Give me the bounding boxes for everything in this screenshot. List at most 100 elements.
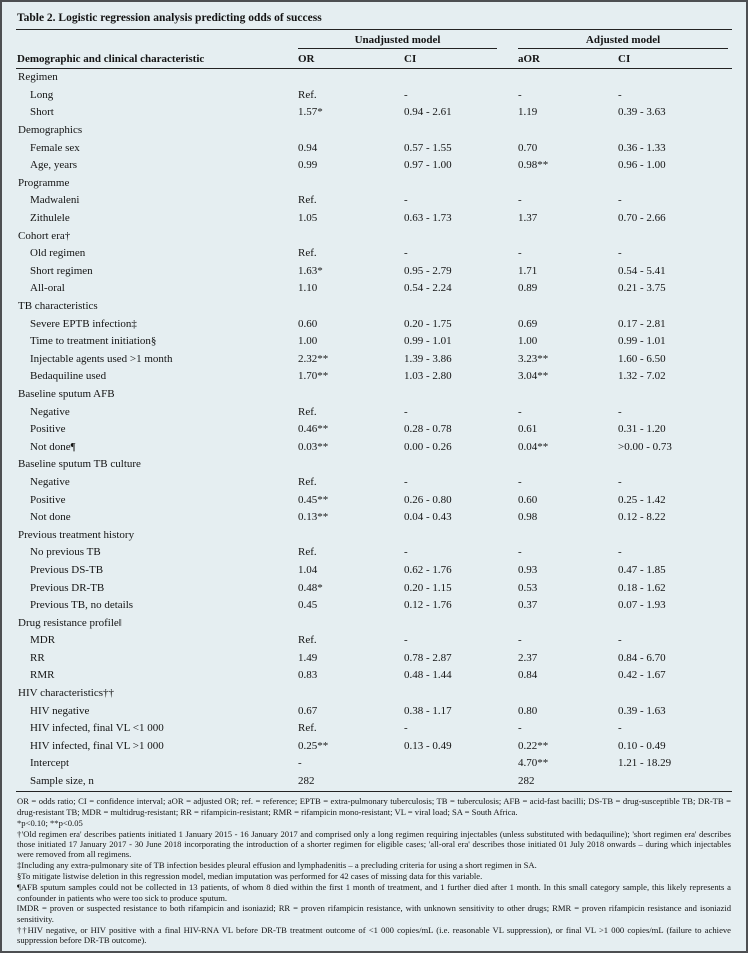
row-label: Previous TB, no details [30, 599, 134, 612]
group-header-adjusted: Adjusted model [518, 34, 729, 49]
cell-or: 1.70** [298, 370, 329, 383]
footnote: ††HIV negative, or HIV positive with a f… [17, 924, 731, 946]
cell-aor: 0.98 [518, 511, 538, 524]
cell-ci-adjusted: - [618, 88, 622, 101]
table-row: Madwaleni Ref. - - - [16, 192, 732, 210]
cell-ci-unadjusted: 0.97 - 1.00 [404, 159, 452, 172]
cell-aor: - [518, 405, 522, 418]
cell-or: 0.45 [298, 599, 318, 612]
cell-or: 0.25** [298, 739, 329, 752]
cell-ci-unadjusted: 0.54 - 2.24 [404, 282, 452, 295]
row-label: Time to treatment initiation§ [30, 335, 157, 348]
cell-ci-unadjusted: 0.62 - 1.76 [404, 563, 452, 576]
cell-ci-unadjusted: - [404, 194, 408, 207]
header-aor: aOR [518, 49, 618, 69]
section-label: Programme [18, 176, 70, 189]
section-row: Baseline sputum AFB [16, 386, 732, 404]
cell-aor: - [518, 194, 522, 207]
cell-ci-adjusted: - [618, 634, 622, 647]
row-label: Severe EPTB infection‡ [30, 317, 137, 330]
table-title: Table 2. Logistic regression analysis pr… [16, 11, 732, 30]
row-label: Not done¶ [30, 440, 76, 453]
cell-ci-unadjusted: 0.12 - 1.76 [404, 599, 452, 612]
cell-ci-adjusted: - [618, 475, 622, 488]
section-label: Baseline sputum TB culture [18, 458, 141, 471]
cell-ci-unadjusted [404, 773, 518, 791]
row-label: Negative [30, 475, 70, 488]
cell-ci-unadjusted: 0.20 - 1.75 [404, 317, 452, 330]
cell-ci-unadjusted: 0.95 - 2.79 [404, 264, 452, 277]
section-label: Regimen [18, 71, 58, 84]
cell-aor: - [518, 475, 522, 488]
cell-aor: - [518, 634, 522, 647]
section-row: Demographics [16, 122, 732, 140]
cell-ci-unadjusted: - [404, 546, 408, 559]
row-label: Negative [30, 405, 70, 418]
group-header-spacer [16, 30, 298, 49]
cell-ci-unadjusted [404, 755, 518, 773]
cell-ci-unadjusted: 0.04 - 0.43 [404, 511, 452, 524]
cell-or: 282 [298, 775, 315, 788]
cell-ci-unadjusted: - [404, 88, 408, 101]
cell-ci-adjusted: - [618, 546, 622, 559]
cell-or: Ref. [298, 88, 317, 101]
cell-or: 1.04 [298, 563, 318, 576]
cell-aor: 0.84 [518, 669, 538, 682]
row-label: Sample size, n [30, 775, 94, 788]
cell-aor: 0.98** [518, 159, 549, 172]
table-row: Positive 0.45** 0.26 - 0.80 0.60 0.25 - 1.42 [16, 491, 732, 509]
row-label: HIV infected, final VL >1 000 [30, 739, 164, 752]
section-label: Demographics [18, 124, 83, 137]
cell-or: 0.94 [298, 141, 318, 154]
cell-ci-adjusted: 1.21 - 18.29 [618, 757, 672, 770]
row-label: Previous DS-TB [30, 563, 104, 576]
cell-ci-adjusted: 0.70 - 2.66 [618, 212, 666, 225]
table-row: Severe EPTB infection‡ 0.60 0.20 - 1.75 0.6… [16, 315, 732, 333]
cell-ci-unadjusted: 0.48 - 1.44 [404, 669, 452, 682]
cell-or: Ref. [298, 475, 317, 488]
cell-ci-unadjusted: 0.94 - 2.61 [404, 106, 452, 119]
table-row: All-oral 1.10 0.54 - 2.24 0.89 0.21 - 3.75 [16, 280, 732, 298]
cell-ci-unadjusted: - [404, 405, 408, 418]
section-row: Baseline sputum TB culture [16, 456, 732, 474]
row-label: MDR [30, 634, 56, 647]
cell-aor: - [518, 722, 522, 735]
header-ci-unadjusted: CI [404, 49, 518, 69]
row-label: Previous DR-TB [30, 581, 105, 594]
cell-ci-adjusted: 0.54 - 5.41 [618, 264, 666, 277]
row-label: No previous TB [30, 546, 101, 559]
cell-aor: 1.37 [518, 212, 538, 225]
section-row: Programme [16, 175, 732, 193]
table-row: RR 1.49 0.78 - 2.87 2.37 0.84 - 6.70 [16, 650, 732, 668]
cell-aor: 1.71 [518, 264, 538, 277]
cell-ci-unadjusted: 0.38 - 1.17 [404, 704, 452, 717]
row-label: All-oral [30, 282, 65, 295]
cell-or: 1.49 [298, 651, 318, 664]
cell-or: - [298, 757, 302, 770]
cell-ci-unadjusted: 0.00 - 0.26 [404, 440, 452, 453]
cell-ci-unadjusted: 0.28 - 0.78 [404, 423, 452, 436]
section-row: Previous treatment history [16, 526, 732, 544]
table-row: Not done 0.13** 0.04 - 0.43 0.98 0.12 - 8.22 [16, 509, 732, 527]
table-row: Previous TB, no details 0.45 0.12 - 1.76 0.… [16, 597, 732, 615]
table-row: Zithulele 1.05 0.63 - 1.73 1.37 0.70 - 2.66 [16, 210, 732, 228]
cell-aor: - [518, 88, 522, 101]
row-label: Bedaquiline used [30, 370, 107, 383]
table-row: Negative Ref. - - - [16, 474, 732, 492]
cell-ci-adjusted: 0.25 - 1.42 [618, 493, 666, 506]
cell-aor: 0.60 [518, 493, 538, 506]
table-row: Short regimen 1.63* 0.95 - 2.79 1.71 0.54 - … [16, 263, 732, 281]
section-row: Cohort era† [16, 227, 732, 245]
cell-ci-adjusted: 0.47 - 1.85 [618, 563, 666, 576]
cell-or: 0.46** [298, 423, 329, 436]
table-row: Not done¶ 0.03** 0.00 - 0.26 0.04** >0.00 - … [16, 438, 732, 456]
table-row: Female sex 0.94 0.57 - 1.55 0.70 0.36 - 1.33 [16, 139, 732, 157]
table-row: Previous DS-TB 1.04 0.62 - 1.76 0.93 0.47 - … [16, 562, 732, 580]
table-row: Previous DR-TB 0.48* 0.20 - 1.15 0.53 0.18 -… [16, 579, 732, 597]
header-characteristic: Demographic and clinical characteristic [16, 49, 298, 69]
row-label: RMR [30, 669, 55, 682]
footnote: ‡Including any extra-pulmonary site of T… [17, 860, 537, 871]
row-label: Positive [30, 493, 66, 506]
cell-or: Ref. [298, 634, 317, 647]
table-row: Injectable agents used >1 month 2.32** 1.3… [16, 351, 732, 369]
